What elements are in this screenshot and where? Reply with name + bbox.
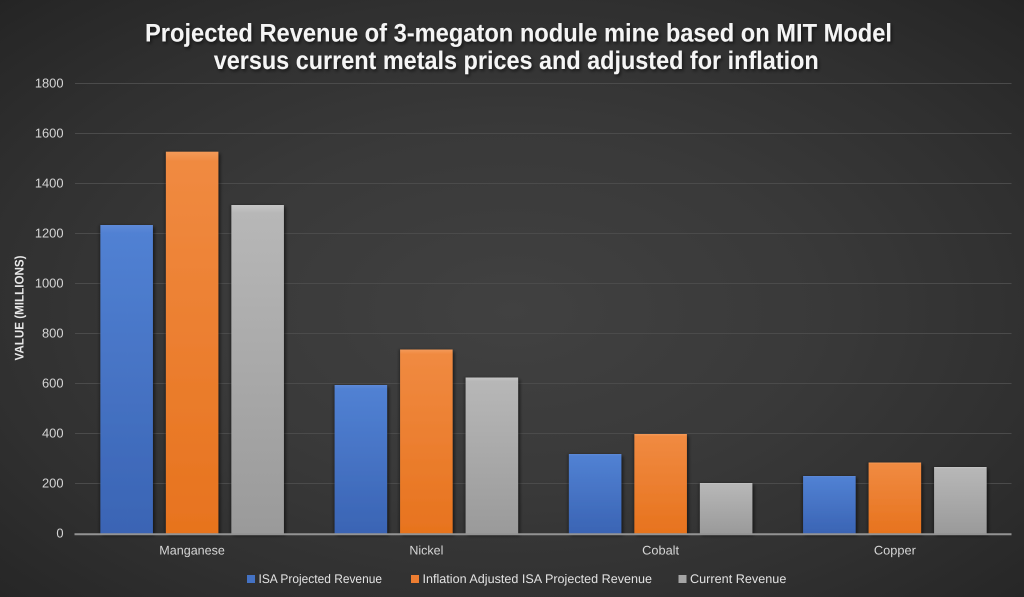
svg-text:Copper: Copper	[874, 544, 916, 558]
svg-text:1000: 1000	[35, 276, 64, 291]
svg-text:ISA Projected Revenue: ISA Projected Revenue	[259, 572, 383, 586]
svg-text:800: 800	[42, 326, 64, 341]
svg-text:400: 400	[42, 426, 64, 441]
svg-text:VALUE (MILLIONS): VALUE (MILLIONS)	[13, 256, 27, 361]
svg-text:Inflation Adjusted ISA Project: Inflation Adjusted ISA Projected Revenue	[423, 572, 653, 586]
svg-text:Current Revenue: Current Revenue	[690, 572, 786, 586]
svg-text:0: 0	[56, 526, 63, 541]
svg-text:200: 200	[42, 476, 64, 491]
svg-text:1600: 1600	[35, 126, 64, 141]
svg-text:Nickel: Nickel	[409, 544, 443, 558]
svg-text:600: 600	[42, 376, 64, 391]
svg-text:1200: 1200	[35, 226, 64, 241]
svg-text:Projected Revenue of 3-megaton: Projected Revenue of 3-megaton nodule mi…	[145, 19, 892, 47]
svg-text:Manganese: Manganese	[159, 544, 225, 558]
svg-text:1800: 1800	[35, 76, 64, 91]
svg-text:versus current metals prices a: versus current metals prices and adjuste…	[214, 47, 819, 75]
svg-text:1400: 1400	[35, 176, 64, 191]
svg-text:Cobalt: Cobalt	[642, 544, 680, 558]
